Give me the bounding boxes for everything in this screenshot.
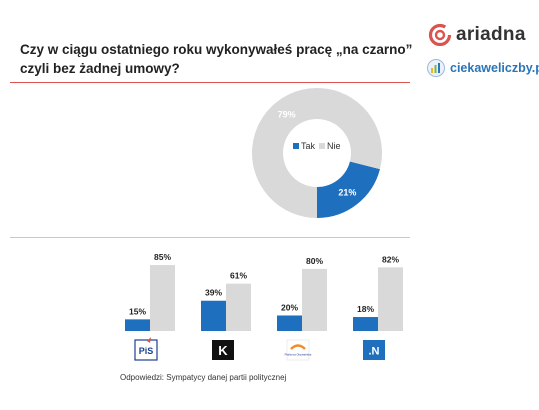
bar-tak-1 <box>125 319 150 331</box>
bar-nie-4 <box>378 267 403 331</box>
bar-tak-4 <box>353 317 378 331</box>
chart-title: Czy w ciągu ostatniego roku wykonywałeś … <box>20 42 413 76</box>
legend-label-tak: Tak <box>301 141 316 151</box>
footnote: Odpowiedzi: Sympatycy danej partii polit… <box>120 373 287 382</box>
brand-name: ariadna <box>456 24 526 45</box>
bar-data-label-nie-2: 61% <box>230 271 247 281</box>
legend-swatch-nie <box>319 143 325 149</box>
bar-data-label-tak-3: 20% <box>281 302 298 312</box>
donut-data-label-nie: 79% <box>278 109 296 119</box>
bar-data-label-nie-3: 80% <box>306 256 323 266</box>
bar-nie-3 <box>302 268 327 331</box>
pis-logo-eagle-icon <box>147 337 151 343</box>
bar-nie-2 <box>226 283 251 331</box>
bar-tak-2 <box>201 300 226 331</box>
po-logo-arc-icon <box>290 344 306 350</box>
po-logo-frame-icon <box>286 339 310 361</box>
pis-logo-text: PiS <box>139 346 154 356</box>
bar-data-label-tak-4: 18% <box>357 304 374 314</box>
title-divider <box>10 82 410 83</box>
po-logo-text: Platforma Obywatelska <box>285 353 312 357</box>
bar-data-label-nie-4: 82% <box>382 254 399 264</box>
bar-tak-3 <box>277 315 302 331</box>
bar-data-label-tak-1: 15% <box>129 306 146 316</box>
donut-data-label-tak: 21% <box>338 188 356 198</box>
bar-data-label-tak-2: 39% <box>205 288 222 298</box>
donut-slice-nie <box>252 88 382 218</box>
section-divider <box>10 237 410 238</box>
site-name: ciekaweliczby.pl <box>450 61 539 75</box>
nowoczesna-logo-frame-icon <box>363 340 385 360</box>
donut-slice-tak <box>316 160 380 218</box>
kukiz-logo-text: K <box>218 343 228 358</box>
ariadna-logo-icon <box>428 23 452 47</box>
bar-nie-1 <box>150 265 175 331</box>
legend-label-nie: Nie <box>327 141 341 151</box>
bar-data-label-nie-1: 85% <box>154 252 171 262</box>
pis-logo-frame-icon <box>134 339 158 361</box>
legend-swatch-tak <box>293 143 299 149</box>
site-logo: ciekaweliczby.pl <box>426 58 539 78</box>
brand-logo: ariadna <box>428 21 526 49</box>
kukiz-logo-frame-icon <box>212 340 234 360</box>
nowoczesna-logo-text: .N <box>369 346 380 358</box>
globe-icon <box>427 59 445 77</box>
